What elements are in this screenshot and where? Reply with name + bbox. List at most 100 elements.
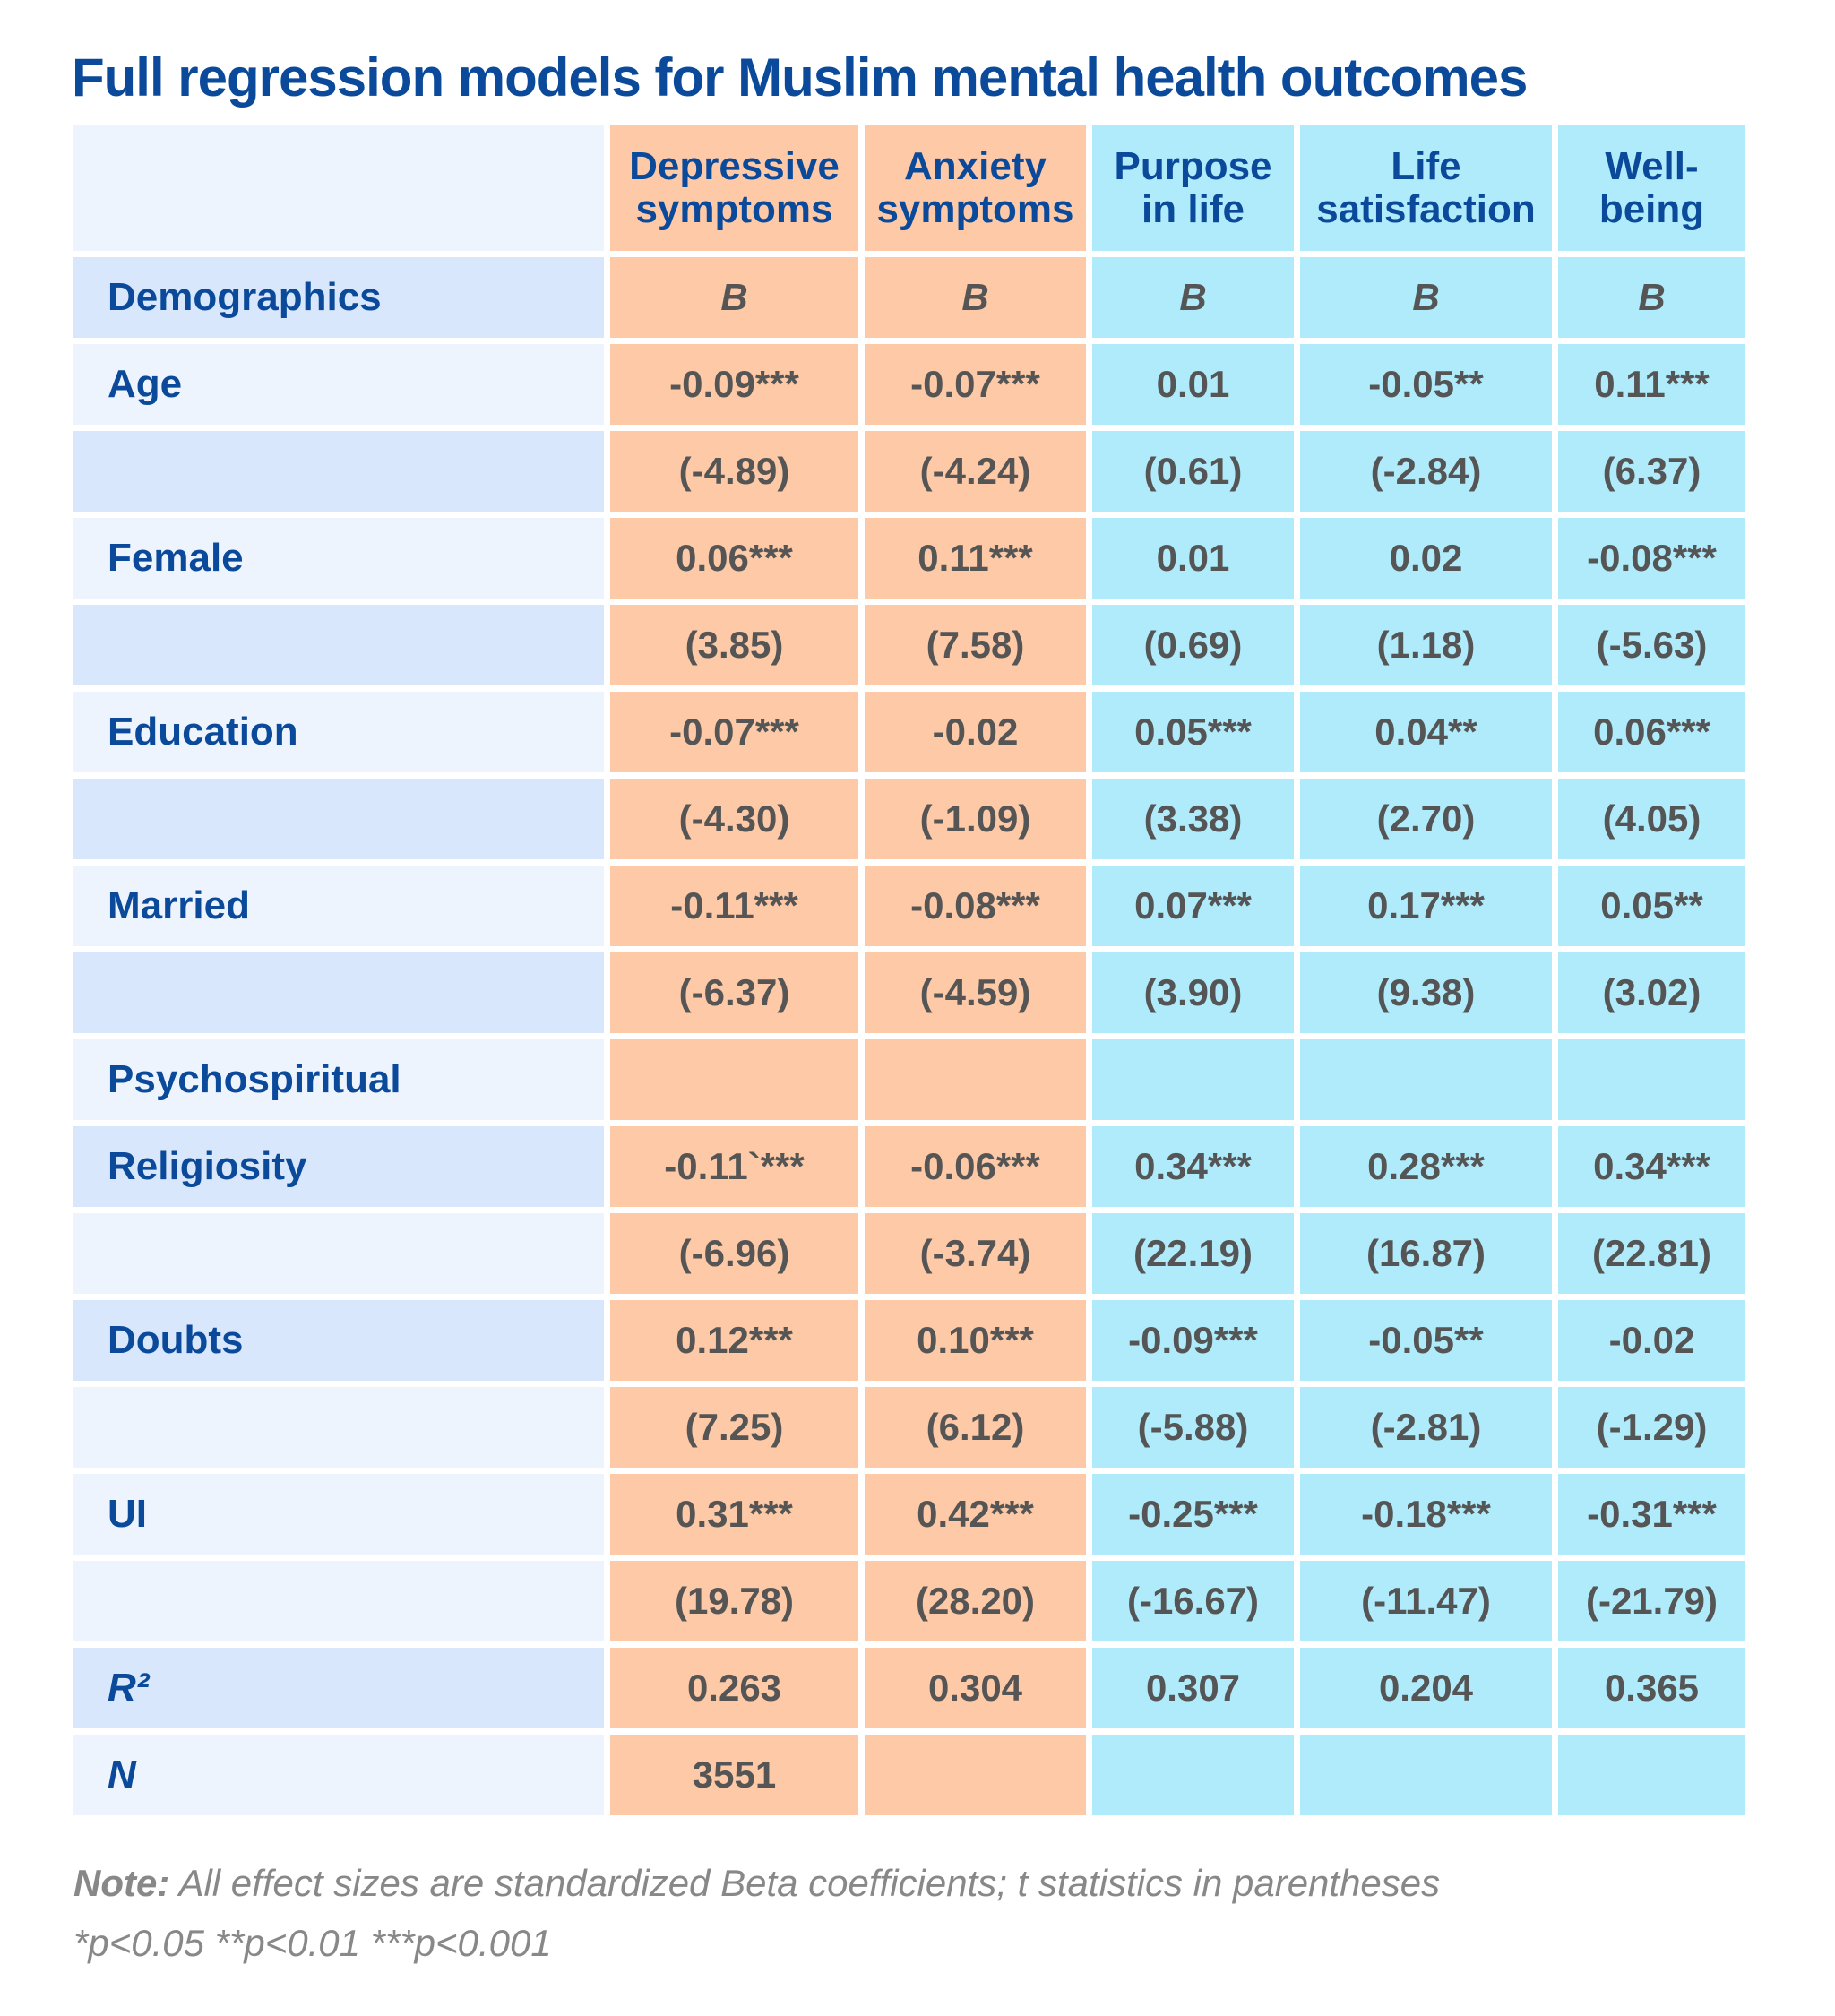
- row-label: Demographics: [73, 257, 604, 338]
- cell: (3.90): [1092, 952, 1294, 1033]
- cell: -0.05**: [1300, 344, 1552, 425]
- row-label: [73, 952, 604, 1033]
- row-label: Religiosity: [73, 1126, 604, 1207]
- cell: -0.08***: [1558, 518, 1745, 599]
- cell: 0.02: [1300, 518, 1552, 599]
- cell: (-21.79): [1558, 1561, 1745, 1641]
- row-label: Psychospiritual: [73, 1039, 604, 1120]
- cell: (-5.63): [1558, 605, 1745, 685]
- row-label: [73, 1387, 604, 1468]
- cell: [1300, 1039, 1552, 1120]
- header-corner: [73, 125, 604, 251]
- note-text: All effect sizes are standardized Beta c…: [178, 1862, 1441, 1904]
- cell: B: [1558, 257, 1745, 338]
- cell: (7.58): [865, 605, 1086, 685]
- cell: (-6.96): [610, 1213, 858, 1294]
- cell: 0.263: [610, 1648, 858, 1728]
- cell: (9.38): [1300, 952, 1552, 1033]
- cell: 0.304: [865, 1648, 1086, 1728]
- cell: 0.05**: [1558, 866, 1745, 946]
- column-header: Well-being: [1558, 125, 1745, 251]
- cell: 0.01: [1092, 518, 1294, 599]
- table: Depressive symptoms Anxiety symptoms Purpo…: [73, 125, 1745, 1815]
- row-label: Age: [73, 344, 604, 425]
- cell: 0.307: [1092, 1648, 1294, 1728]
- significance-note: *p<0.05 **p<0.01 ***p<0.001: [73, 1922, 552, 1964]
- row-label: Female: [73, 518, 604, 599]
- cell: 0.12***: [610, 1300, 858, 1381]
- cell: (-5.88): [1092, 1387, 1294, 1468]
- cell: (7.25): [610, 1387, 858, 1468]
- cell: -0.02: [1558, 1300, 1745, 1381]
- cell: [1558, 1735, 1745, 1815]
- cell: B: [1092, 257, 1294, 338]
- cell: [1558, 1039, 1745, 1120]
- row-label: [73, 779, 604, 859]
- column-header: Anxiety symptoms: [865, 125, 1086, 251]
- cell: 0.10***: [865, 1300, 1086, 1381]
- cell: -0.07***: [610, 692, 858, 772]
- cell: -0.02: [865, 692, 1086, 772]
- cell: 0.05***: [1092, 692, 1294, 772]
- cell: (1.18): [1300, 605, 1552, 685]
- row-label: [73, 431, 604, 512]
- row-label: [73, 605, 604, 685]
- cell: 3551: [610, 1735, 858, 1815]
- cell: B: [610, 257, 858, 338]
- cell: (22.81): [1558, 1213, 1745, 1294]
- cell: -0.09***: [610, 344, 858, 425]
- cell: (6.37): [1558, 431, 1745, 512]
- cell: 0.365: [1558, 1648, 1745, 1728]
- column-header: Depressive symptoms: [610, 125, 858, 251]
- cell: -0.06***: [865, 1126, 1086, 1207]
- cell: (-6.37): [610, 952, 858, 1033]
- cell: (-4.89): [610, 431, 858, 512]
- cell: B: [1300, 257, 1552, 338]
- cell: 0.11***: [1558, 344, 1745, 425]
- cell: 0.34***: [1558, 1126, 1745, 1207]
- cell: (-3.74): [865, 1213, 1086, 1294]
- cell: (3.02): [1558, 952, 1745, 1033]
- cell: [1092, 1039, 1294, 1120]
- row-label: Married: [73, 866, 604, 946]
- cell: B: [865, 257, 1086, 338]
- cell: -0.11`***: [610, 1126, 858, 1207]
- cell: (-1.29): [1558, 1387, 1745, 1468]
- cell: 0.01: [1092, 344, 1294, 425]
- cell: -0.05**: [1300, 1300, 1552, 1381]
- cell: (3.38): [1092, 779, 1294, 859]
- cell: (-2.84): [1300, 431, 1552, 512]
- cell: 0.31***: [610, 1474, 858, 1555]
- row-label: Doubts: [73, 1300, 604, 1381]
- cell: (-4.24): [865, 431, 1086, 512]
- cell: (0.61): [1092, 431, 1294, 512]
- cell: (3.85): [610, 605, 858, 685]
- cell: 0.04**: [1300, 692, 1552, 772]
- cell: (19.78): [610, 1561, 858, 1641]
- cell: 0.204: [1300, 1648, 1552, 1728]
- column-header: Life satisfaction: [1300, 125, 1552, 251]
- cell: (-4.59): [865, 952, 1086, 1033]
- row-label: Education: [73, 692, 604, 772]
- cell: [865, 1735, 1086, 1815]
- cell: (-2.81): [1300, 1387, 1552, 1468]
- cell: 0.28***: [1300, 1126, 1552, 1207]
- cell: (22.19): [1092, 1213, 1294, 1294]
- row-label: [73, 1561, 604, 1641]
- cell: (0.69): [1092, 605, 1294, 685]
- cell: (-11.47): [1300, 1561, 1552, 1641]
- row-label: R²: [73, 1648, 604, 1728]
- cell: [1300, 1735, 1552, 1815]
- cell: -0.31***: [1558, 1474, 1745, 1555]
- note: Note: All effect sizes are standardized …: [73, 1862, 1440, 1905]
- cell: -0.25***: [1092, 1474, 1294, 1555]
- cell: 0.17***: [1300, 866, 1552, 946]
- cell: 0.11***: [865, 518, 1086, 599]
- cell: -0.08***: [865, 866, 1086, 946]
- cell: (16.87): [1300, 1213, 1552, 1294]
- cell: (2.70): [1300, 779, 1552, 859]
- cell: (6.12): [865, 1387, 1086, 1468]
- row-label: N: [73, 1735, 604, 1815]
- cell: (-1.09): [865, 779, 1086, 859]
- cell: [865, 1039, 1086, 1120]
